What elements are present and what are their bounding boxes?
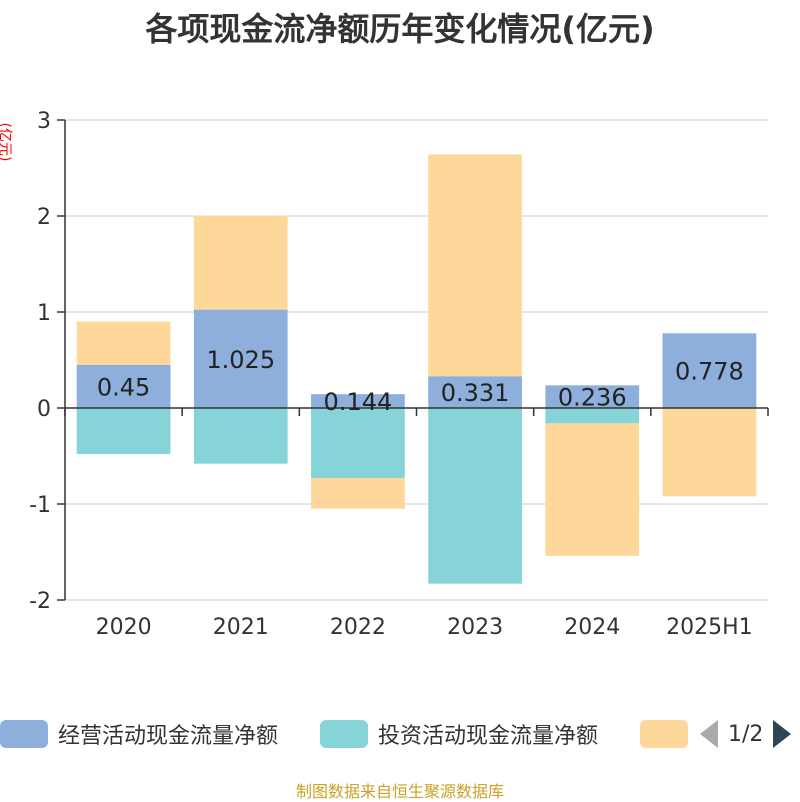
legend: 经营活动现金流量净额 投资活动现金流量净额 bbox=[0, 716, 800, 752]
bar-series0 bbox=[193, 309, 288, 408]
data-label: 0.778 bbox=[675, 358, 744, 386]
y-tick-label: 3 bbox=[37, 109, 51, 134]
legend-prev-page-icon[interactable] bbox=[700, 720, 718, 748]
y-tick-label: 1 bbox=[37, 301, 51, 326]
legend-item-financing[interactable] bbox=[640, 716, 698, 752]
x-tick-label: 2022 bbox=[330, 615, 386, 640]
chart-title: 各项现金流净额历年变化情况(亿元) bbox=[145, 10, 655, 48]
bar-series1 bbox=[76, 408, 171, 455]
y-tick-label: -2 bbox=[29, 589, 51, 614]
bar-series2 bbox=[311, 478, 405, 509]
bar-series2 bbox=[662, 408, 757, 497]
bar-series0 bbox=[545, 385, 640, 408]
bar-series0 bbox=[311, 394, 405, 408]
legend-page-indicator: 1/2 bbox=[728, 721, 764, 747]
legend-pager: 1/2 bbox=[700, 716, 792, 752]
bar-series2 bbox=[76, 321, 171, 365]
y-tick-label: 0 bbox=[37, 397, 51, 422]
y-tick-label: -1 bbox=[29, 493, 51, 518]
legend-item-operating[interactable]: 经营活动现金流量净额 bbox=[0, 716, 278, 752]
bar-series2 bbox=[428, 154, 522, 377]
x-tick-label: 2024 bbox=[564, 615, 620, 640]
bar-series0 bbox=[428, 376, 522, 408]
x-tick-label: 2025H1 bbox=[666, 615, 753, 640]
x-tick-label: 2021 bbox=[213, 615, 269, 640]
data-source-note: 制图数据来自恒生聚源数据库 bbox=[295, 782, 504, 801]
bar-chart: -2 -1 0 1 2 3 2020 2021 2022 2023 2024 2025H1 0.45 1.… bbox=[29, 109, 769, 640]
bar-series0 bbox=[662, 333, 757, 408]
bar-series1 bbox=[428, 408, 522, 584]
legend-swatch-operating bbox=[0, 720, 48, 748]
data-label: 0.144 bbox=[324, 388, 393, 416]
legend-swatch-financing bbox=[640, 720, 688, 748]
data-label: 0.45 bbox=[97, 373, 150, 401]
y-tick-label: 2 bbox=[37, 205, 51, 230]
bar-series0 bbox=[76, 364, 171, 408]
legend-item-investing[interactable]: 投资活动现金流量净额 bbox=[320, 716, 598, 752]
bar-series1 bbox=[545, 408, 640, 424]
legend-label-investing: 投资活动现金流量净额 bbox=[378, 724, 599, 749]
legend-swatch-investing bbox=[320, 720, 368, 748]
bar-series1 bbox=[311, 408, 405, 479]
bar-series1 bbox=[193, 408, 288, 464]
legend-label-operating: 经营活动现金流量净额 bbox=[58, 724, 279, 749]
legend-next-page-icon[interactable] bbox=[773, 720, 792, 748]
x-tick-label: 2020 bbox=[96, 615, 152, 640]
bar-series2 bbox=[193, 215, 288, 310]
data-label: 0.331 bbox=[441, 379, 510, 407]
data-label: 0.236 bbox=[558, 384, 627, 412]
data-label: 1.025 bbox=[206, 346, 275, 374]
bar-series2 bbox=[545, 423, 640, 556]
x-tick-label: 2023 bbox=[447, 615, 503, 640]
